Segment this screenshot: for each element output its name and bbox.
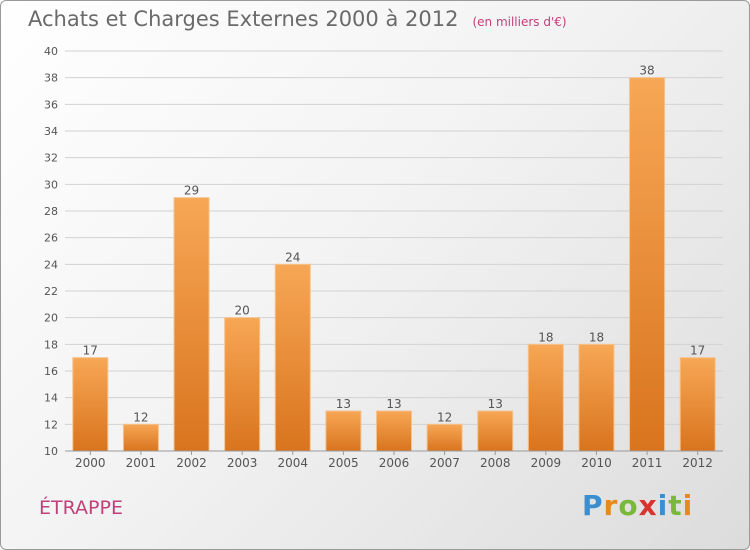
grid-lines [65,50,723,452]
y-tick-label: 38 [44,72,58,85]
chart-title-text: Achats et Charges Externes 2000 à 2012 [28,7,459,31]
logo-letter: r [603,489,619,522]
bar-value-label: 24 [285,250,300,264]
bar [629,77,666,452]
y-tick-label: 30 [44,178,58,191]
bars: 17 12 29 20 24 13 13 12 13 18 18 38 17 [72,64,716,452]
x-tick-label: 2012 [682,456,713,470]
bar [527,343,564,452]
logo-letter: i [682,489,694,522]
bar-value-label: 12 [133,410,148,424]
y-tick-label: 12 [44,418,58,431]
x-tick-label: 2010 [581,456,612,470]
bar [224,317,261,452]
bar [376,410,412,452]
bar-value-label: 18 [538,330,553,344]
bar [679,357,716,452]
bar [274,263,311,452]
logo-letter: x [638,489,658,522]
bar-value-label: 13 [386,397,401,411]
logo-letter: o [618,489,639,522]
x-tick-label: 2005 [328,456,359,470]
bar-value-label: 18 [589,330,604,344]
x-tick-label: 2006 [379,456,410,470]
x-tick-label: 2003 [227,456,258,470]
bar [426,423,463,452]
x-tick-label: 2000 [75,456,106,470]
y-tick-label: 36 [44,98,58,111]
bar-value-label: 38 [639,64,654,78]
chart-subtitle: (en milliers d'€) [472,15,567,29]
y-tick-label: 22 [44,285,58,298]
commune-name: ÉTRAPPE [39,497,123,519]
bar-value-label: 13 [336,397,351,411]
bar-value-label: 29 [184,184,199,198]
bar-value-label: 17 [690,344,705,358]
logo-letter: i [657,489,669,522]
y-tick-label: 10 [44,445,58,458]
x-tick-label: 2009 [531,456,562,470]
bar [72,357,109,452]
bar-value-label: 12 [437,410,452,424]
y-tick-label: 14 [44,392,58,405]
y-tick-label: 18 [44,338,58,351]
bar-value-label: 20 [235,304,250,318]
y-tick-label: 28 [44,205,58,218]
bar [122,423,159,452]
logo-letter: P [582,489,604,522]
x-tick-label: 2008 [480,456,511,470]
y-tick-label: 32 [44,152,58,165]
y-tick-label: 24 [44,258,58,271]
y-axis-ticks: 10 12 14 16 18 20 22 24 26 28 30 32 34 36 38 40 [44,45,58,458]
bar-value-label: 17 [83,344,98,358]
bar [173,197,210,452]
y-tick-label: 16 [44,365,58,378]
x-tick-label: 2002 [176,456,207,470]
x-tick-label: 2001 [126,456,157,470]
y-tick-label: 34 [44,125,58,138]
y-tick-label: 20 [44,312,58,325]
x-tick-label: 2007 [429,456,460,470]
logo-letter: t [668,489,683,522]
bar [578,343,615,452]
y-tick-label: 26 [44,232,58,245]
bar-value-label: 13 [488,397,503,411]
chart-title: Achats et Charges Externes 2000 à 2012 (e… [28,7,567,31]
proxiti-logo: Proxiti [582,489,693,522]
x-axis-labels: 2000 2001 2002 2003 2004 2005 2006 2007 2008 2009… [75,451,713,470]
x-tick-label: 2004 [277,456,308,470]
bar [325,410,362,452]
bar [477,410,514,452]
x-tick-label: 2011 [632,456,663,470]
y-tick-label: 40 [44,45,58,58]
